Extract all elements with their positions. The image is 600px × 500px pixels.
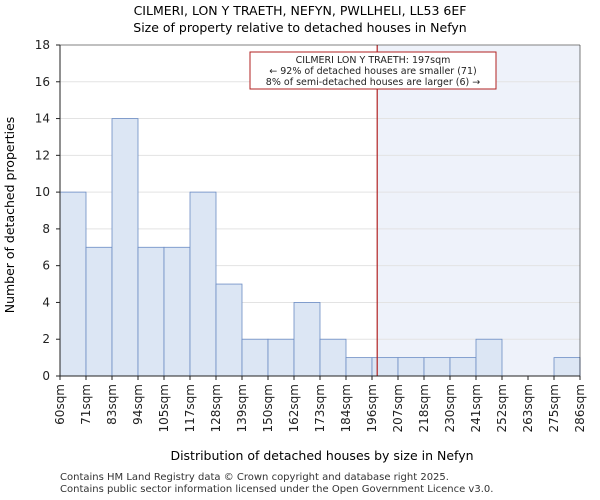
x-tick-label: 71sqm <box>79 384 93 425</box>
chart-title-line2: Size of property relative to detached ho… <box>133 20 466 35</box>
x-tick-label: 162sqm <box>287 384 301 432</box>
x-tick-label: 83sqm <box>105 384 119 425</box>
x-tick-label: 241sqm <box>469 384 483 432</box>
y-axis-label: Number of detached properties <box>2 117 17 314</box>
histogram-bar <box>163 246 191 377</box>
y-tick-label: 12 <box>35 148 50 162</box>
histogram-bar <box>319 338 347 377</box>
histogram-bar <box>423 357 451 377</box>
x-tick-label: 184sqm <box>339 384 353 432</box>
x-tick-label: 139sqm <box>235 384 249 432</box>
y-tick-label: 6 <box>42 259 50 273</box>
y-tick-label: 14 <box>35 112 50 126</box>
x-tick-label: 252sqm <box>495 384 509 432</box>
x-tick-label: 150sqm <box>261 384 275 432</box>
histogram-bar <box>449 357 477 377</box>
x-tick-label: 286sqm <box>573 384 587 432</box>
annotation-line-3: 8% of semi-detached houses are larger (6… <box>266 77 480 88</box>
histogram-bar <box>397 357 425 377</box>
histogram-bar <box>267 338 295 377</box>
footer-line-2: Contains public sector information licen… <box>60 484 494 495</box>
annotation-box <box>249 51 497 90</box>
x-tick-label: 128sqm <box>209 384 223 432</box>
y-tick-label: 10 <box>35 185 50 199</box>
histogram-bar <box>215 283 243 377</box>
footer-line-1: Contains HM Land Registry data © Crown c… <box>60 472 449 483</box>
y-tick-label: 4 <box>42 295 50 309</box>
x-tick-label: 105sqm <box>157 384 171 432</box>
chart-title-line1: CILMERI, LON Y TRAETH, NEFYN, PWLLHELI, … <box>134 3 467 18</box>
y-tick-label: 16 <box>35 75 50 89</box>
histogram-bar <box>85 246 113 377</box>
histogram-bar <box>553 357 581 377</box>
x-tick-label: 230sqm <box>443 384 457 432</box>
histogram-bar <box>189 191 217 377</box>
x-axis-label: Distribution of detached houses by size … <box>170 448 473 463</box>
annotation-line-2: ← 92% of detached houses are smaller (71… <box>269 66 476 77</box>
histogram-bar <box>371 357 399 377</box>
x-tick-label: 94sqm <box>131 384 145 425</box>
histogram-bar <box>293 302 321 377</box>
x-tick-label: 207sqm <box>391 384 405 432</box>
histogram-bar <box>59 191 87 377</box>
histogram-bar <box>475 338 503 377</box>
x-tick-label: 60sqm <box>53 384 67 425</box>
larger-region-shade <box>377 45 580 376</box>
annotation-line-1: CILMERI LON Y TRAETH: 197sqm <box>296 55 451 66</box>
x-tick-label: 218sqm <box>417 384 431 432</box>
x-tick-label: 196sqm <box>365 384 379 432</box>
x-tick-label: 275sqm <box>547 384 561 432</box>
y-tick-label: 18 <box>35 38 50 52</box>
x-tick-label: 173sqm <box>313 384 327 432</box>
x-tick-label: 263sqm <box>521 384 535 432</box>
y-tick-label: 8 <box>42 222 50 236</box>
histogram-bar <box>241 338 269 377</box>
x-tick-label: 117sqm <box>183 384 197 432</box>
histogram-bar <box>111 118 139 377</box>
histogram-bar <box>345 357 373 377</box>
y-tick-label: 0 <box>42 369 50 383</box>
y-tick-label: 2 <box>42 332 50 346</box>
histogram-bar <box>137 246 165 377</box>
